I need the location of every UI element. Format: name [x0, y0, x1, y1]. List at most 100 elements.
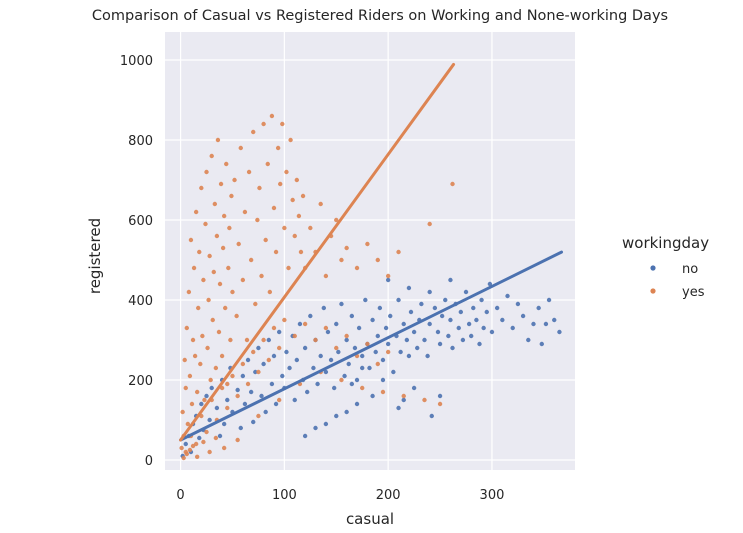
point-yes [228, 337, 233, 343]
point-yes [380, 389, 386, 395]
scatter-points [179, 113, 562, 461]
point-no [373, 349, 378, 355]
point-yes [251, 349, 256, 355]
point-yes [182, 357, 187, 363]
x-tick-label: 0 [176, 488, 184, 503]
point-no [263, 409, 268, 415]
point-no [349, 381, 355, 387]
point-yes [248, 257, 254, 263]
point-no [238, 425, 243, 431]
point-yes [269, 113, 275, 119]
point-yes [218, 181, 224, 187]
point-yes [256, 369, 261, 375]
point-no [419, 301, 424, 307]
point-yes [190, 337, 196, 343]
point-no [406, 285, 412, 291]
point-no [450, 345, 455, 351]
point-no [429, 413, 434, 419]
point-no [221, 421, 227, 427]
point-yes [255, 217, 260, 223]
point-yes [251, 129, 256, 135]
point-yes [226, 265, 231, 271]
point-no [396, 405, 401, 411]
x-axis-label: casual [346, 510, 394, 528]
point-yes [450, 181, 455, 187]
point-yes [313, 337, 318, 343]
point-no [463, 289, 469, 295]
point-yes [253, 301, 258, 307]
point-yes [422, 397, 427, 403]
point-yes [288, 137, 293, 143]
point-yes [188, 237, 194, 243]
point-no [342, 373, 347, 379]
point-yes [224, 161, 229, 167]
legend-marker-yes [650, 288, 656, 294]
point-yes [211, 269, 216, 275]
point-yes [271, 205, 277, 211]
point-no [311, 365, 316, 371]
point-no [302, 345, 308, 351]
point-no [489, 329, 495, 335]
point-yes [217, 281, 223, 287]
legend-label-no: no [682, 262, 698, 277]
point-yes [223, 305, 228, 311]
point-no [396, 297, 401, 303]
legend: workingday no yes [622, 234, 709, 300]
point-yes [205, 345, 210, 351]
point-no [466, 321, 472, 327]
point-no [471, 305, 476, 311]
point-no [427, 289, 432, 295]
point-no [411, 329, 417, 335]
point-no [354, 401, 360, 407]
point-yes [190, 443, 196, 449]
point-yes [189, 401, 195, 407]
point-yes [365, 241, 370, 247]
regression-line-yes [179, 62, 456, 442]
point-yes [210, 317, 215, 323]
point-no [437, 393, 443, 399]
legend-label-yes: yes [682, 285, 705, 300]
point-yes [230, 373, 235, 379]
point-yes [225, 405, 230, 411]
point-no [269, 381, 275, 387]
point-no [505, 293, 510, 299]
point-yes [186, 289, 192, 295]
point-no [474, 317, 479, 323]
point-no [388, 313, 393, 319]
point-yes [196, 305, 201, 311]
point-yes [206, 297, 211, 303]
point-yes [344, 333, 349, 339]
point-yes [290, 197, 295, 203]
point-no [325, 329, 331, 335]
point-yes [271, 325, 277, 331]
point-no [199, 401, 204, 407]
point-no [242, 401, 248, 407]
point-no [557, 329, 562, 335]
regression-line-no [179, 250, 564, 442]
point-no [398, 349, 403, 355]
point-yes [266, 357, 271, 363]
point-yes [198, 361, 203, 367]
point-no [292, 397, 297, 403]
point-no [349, 313, 355, 319]
point-no [253, 369, 258, 375]
point-no [266, 337, 271, 343]
point-no [427, 321, 432, 327]
point-yes [229, 193, 234, 199]
point-yes [259, 273, 264, 279]
point-no [385, 277, 391, 283]
legend-marker-no [650, 265, 656, 271]
point-no [448, 317, 453, 323]
point-yes [257, 185, 262, 191]
point-yes [235, 393, 240, 399]
point-no [481, 325, 486, 331]
point-yes [193, 209, 199, 215]
point-no [261, 361, 266, 367]
point-yes [193, 441, 199, 447]
point-no [344, 337, 349, 343]
point-yes [308, 225, 313, 231]
point-yes [261, 121, 266, 127]
y-tick-label: 200 [128, 374, 153, 389]
point-no [294, 357, 300, 363]
point-no [370, 393, 375, 399]
